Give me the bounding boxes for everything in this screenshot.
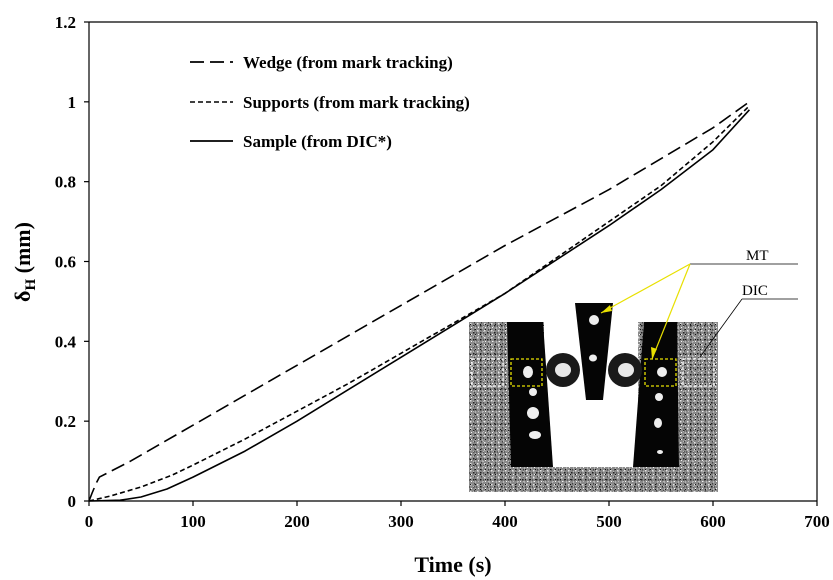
support-mark — [527, 407, 539, 419]
x-tick-label: 200 — [284, 512, 310, 531]
y-tick-label: 0 — [68, 492, 77, 511]
support-mark — [657, 450, 663, 454]
x-tick-label: 700 — [804, 512, 830, 531]
y-axis-title: δH (mm) — [10, 222, 39, 302]
support-mark — [657, 367, 667, 377]
support-mark — [523, 366, 533, 378]
wedge-mark — [589, 315, 599, 325]
y-axis-title-symbol: δ — [10, 291, 35, 302]
y-tick-label: 1 — [68, 93, 77, 112]
y-tick-label: 0.6 — [55, 253, 76, 272]
wedge-mark — [589, 355, 597, 362]
y-tick-label: 0.4 — [55, 332, 77, 351]
support-mark — [654, 418, 662, 428]
y-tick-label: 1.2 — [55, 13, 76, 32]
y-tick-label: 0.8 — [55, 173, 76, 192]
x-tick-label: 600 — [700, 512, 726, 531]
mt-arrow-wedge — [601, 264, 690, 313]
y-axis-title-subscript: H — [23, 279, 39, 291]
left-roller-mark — [555, 363, 571, 377]
right-roller-mark — [618, 363, 634, 377]
legend: Wedge (from mark tracking) Supports (fro… — [190, 53, 470, 151]
y-axis-title-unit: (mm) — [10, 222, 35, 279]
x-tick-label: 400 — [492, 512, 518, 531]
y-tick-label: 0.2 — [55, 412, 76, 431]
mt-label: MT — [746, 248, 769, 264]
x-tick-label: 100 — [180, 512, 206, 531]
legend-label-sample: Sample (from DIC*) — [243, 132, 392, 151]
dic-label: DIC — [742, 283, 768, 299]
x-axis-title: Time (s) — [414, 552, 491, 577]
legend-label-wedge: Wedge (from mark tracking) — [243, 53, 453, 72]
legend-label-supports: Supports (from mark tracking) — [243, 93, 470, 112]
support-mark — [529, 388, 537, 396]
support-mark — [529, 431, 541, 439]
x-tick-label: 300 — [388, 512, 414, 531]
x-tick-label: 0 — [85, 512, 94, 531]
x-tick-label: 500 — [596, 512, 622, 531]
support-mark — [655, 393, 663, 401]
